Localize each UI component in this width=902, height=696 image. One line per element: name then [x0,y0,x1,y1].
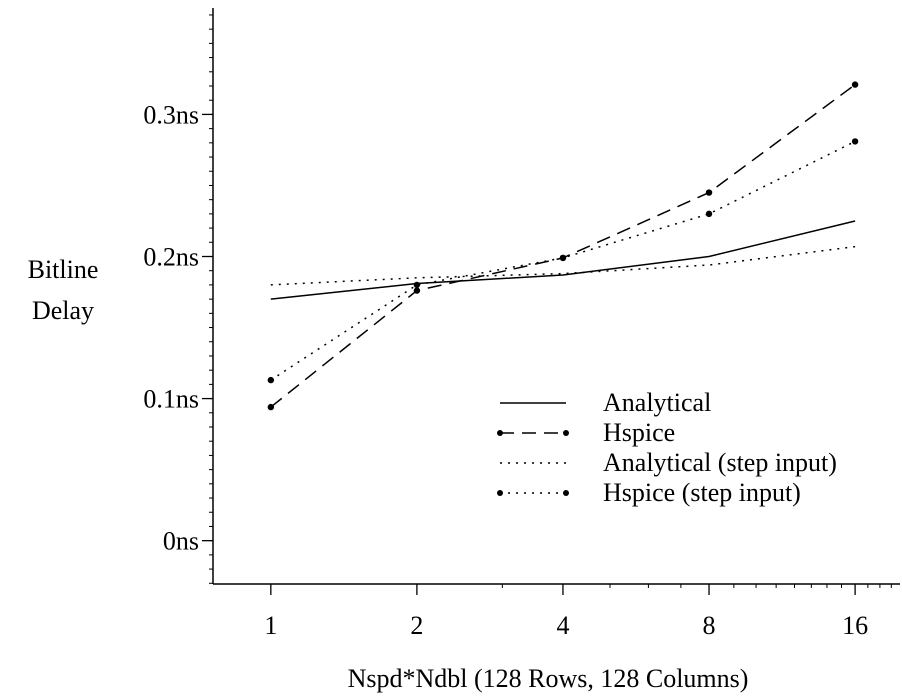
series-line [270,83,856,408]
data-point [267,376,275,384]
legend-marker [497,490,503,496]
data-point [413,287,421,294]
x-tick-label: 1 [264,611,277,640]
x-tick-label: 2 [410,611,423,640]
series-2 [270,245,856,286]
x-axis-ticks: 1 2 4 8 16 [264,584,868,640]
data-point [851,138,859,145]
y-tick-label: 0ns [163,527,199,556]
series-3 [267,138,859,384]
series-line [270,220,856,300]
y-tick-label: 0.1ns [143,385,199,414]
legend-item: Hspice [497,418,675,447]
legend-label: Analytical (step input) [603,448,837,477]
legend-marker [563,490,569,496]
y-minor-ticks [209,14,213,584]
y-tick-label: 0.3ns [143,100,199,129]
data-point [705,189,713,196]
legend-item: Analytical (step input) [500,448,837,477]
x-axis-title: Nspd*Ndbl (128 Rows, 128 Columns) [348,664,749,693]
data-point [705,210,713,218]
data-point [267,403,275,411]
plot-frame [212,8,900,585]
data-point [559,254,567,262]
legend-item: Analytical [500,388,711,417]
legend-marker [563,430,569,436]
legend-item: Hspice (step input) [497,478,801,507]
legend-label: Analytical [603,388,711,417]
y-tick-label: 0.2ns [143,243,199,272]
legend-label: Hspice (step input) [603,478,801,507]
y-axis-title-line-1: Bitline [28,255,99,284]
x-tick-label: 8 [703,611,716,640]
y-axis-title-line-2: Delay [32,296,94,325]
data-point [851,81,859,88]
x-tick-label: 16 [842,611,868,640]
data-point [413,281,421,289]
x-tick-label: 4 [556,611,569,640]
x-minor-ticks [501,584,892,588]
series-0 [270,220,856,300]
series-line [270,140,856,381]
series-layer [267,81,859,411]
series-line [270,245,856,286]
y-axis-ticks: 0ns 0.1ns 0.2ns 0.3ns [143,100,213,556]
legend-label: Hspice [603,418,675,447]
series-1 [267,81,859,411]
legend-marker [497,430,503,436]
